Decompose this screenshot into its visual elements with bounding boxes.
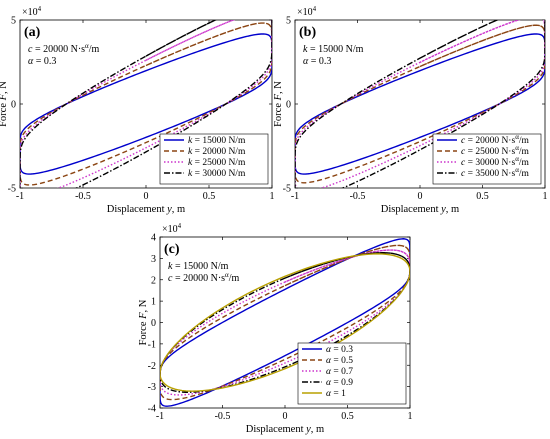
legend: c = 20000 N·sα/mc = 25000 N·sα/mc = 3000…: [432, 133, 542, 185]
legend-label: c = 20000 N·sα/m: [461, 133, 529, 146]
y-exponent-label: ×104: [162, 222, 182, 235]
panel-label: (c): [164, 242, 180, 257]
x-axis-label: Displacement y, m: [246, 424, 324, 435]
panel-label: (b): [299, 25, 316, 40]
annotation-text: c = 20000 N·sα/m: [28, 42, 99, 55]
y-tick-label: -5: [8, 184, 16, 195]
legend-label: c = 35000 N·sα/m: [461, 166, 529, 179]
x-tick-label: -1: [16, 191, 24, 202]
chart-panel-b: -1 -0.5 0 0.5 1 -5 0 5 ×104 Displacement y, m Forc…: [273, 5, 548, 215]
series-line-2: [20, 22, 272, 186]
legend-label: c = 30000 N·sα/m: [461, 155, 529, 168]
x-tick-label: -1: [291, 191, 299, 202]
y-exponent-label: ×104: [22, 5, 42, 18]
series-line-3: [295, 20, 545, 188]
series-line-1: [160, 238, 410, 407]
legend-box: [159, 133, 269, 185]
series-line-1: [20, 33, 272, 175]
series-line-4: [295, 20, 545, 188]
y-tick-label: 5: [286, 16, 291, 27]
y-tick-label: 0: [151, 318, 156, 329]
y-tick-label: 5: [11, 16, 16, 27]
y-tick-label: 1: [151, 297, 156, 308]
series-line-2: [160, 244, 410, 401]
x-axis-label: Displacement y, m: [107, 204, 185, 215]
series-line-3: [20, 20, 272, 188]
y-axis-label: Force F, N: [273, 81, 284, 127]
panel-label: (a): [24, 25, 41, 40]
series-line-1: [295, 33, 545, 175]
series-line-5: [160, 253, 410, 392]
x-tick-label: 0: [418, 191, 423, 202]
y-tick-label: 0: [11, 100, 16, 111]
y-tick-label: -2: [148, 361, 156, 372]
legend-label: α = 0.5: [326, 356, 353, 366]
y-tick-label: -5: [283, 184, 291, 195]
annotation-text: k = 15000 N/m: [168, 261, 229, 272]
legend-label: α = 0.7: [326, 367, 353, 377]
y-tick-label: 3: [151, 254, 156, 265]
legend: k = 15000 N/mk = 20000 N/mk = 25000 N/mk…: [159, 133, 269, 185]
series-line-2: [295, 24, 545, 184]
legend-label: α = 1: [326, 389, 346, 399]
y-exponent-label: ×104: [297, 5, 317, 18]
x-tick-label: -0.5: [75, 191, 91, 202]
legend-label: k = 20000 N/m: [188, 147, 246, 157]
x-tick-label: 0.5: [476, 191, 489, 202]
x-tick-label: 0.5: [341, 411, 354, 422]
x-tick-label: 1: [543, 191, 548, 202]
y-tick-label: -3: [148, 382, 156, 393]
legend: α = 0.3α = 0.5α = 0.7α = 0.9α = 1: [297, 342, 407, 405]
y-tick-label: 2: [151, 275, 156, 286]
legend-box: [432, 133, 542, 185]
x-tick-label: 1: [270, 191, 275, 202]
annotation-text: k = 15000 N/m: [303, 44, 364, 55]
legend-box: [297, 342, 407, 405]
x-tick-label: 0: [283, 411, 288, 422]
legend-label: c = 25000 N·sα/m: [461, 144, 529, 157]
y-tick-label: 4: [151, 233, 156, 244]
legend-label: α = 0.9: [326, 378, 353, 388]
annotation-text: c = 20000 N·sα/m: [168, 271, 239, 284]
x-tick-label: -0.5: [215, 411, 231, 422]
legend-label: k = 15000 N/m: [188, 136, 246, 146]
y-tick-label: -4: [148, 404, 156, 415]
x-tick-label: 0.5: [203, 191, 216, 202]
annotation-text: α = 0.3: [303, 56, 331, 67]
legend-label: k = 25000 N/m: [188, 158, 246, 168]
x-tick-label: 0: [144, 191, 149, 202]
annotation-text: α = 0.3: [28, 56, 56, 67]
series-line-4: [20, 20, 272, 188]
chart-panel-a: -1 -0.5 0 0.5 1 -5 0 5 ×104 Displacement y, m Forc…: [0, 5, 275, 215]
y-tick-label: -1: [148, 339, 156, 350]
chart-panel-c: -1 -0.5 0 0.5 1 -4 -3 -2 -1 0 1 2 3 4 ×104 Displacement…: [138, 222, 413, 435]
y-axis-label: Force F, N: [138, 299, 149, 345]
x-axis-label: Displacement y, m: [381, 204, 459, 215]
legend-label: α = 0.3: [326, 345, 353, 355]
x-tick-label: 1: [408, 411, 413, 422]
y-tick-label: 0: [286, 100, 291, 111]
legend-label: k = 30000 N/m: [188, 169, 246, 179]
x-tick-label: -0.5: [350, 191, 366, 202]
x-tick-label: -1: [156, 411, 164, 422]
y-axis-label: Force F, N: [0, 81, 9, 127]
